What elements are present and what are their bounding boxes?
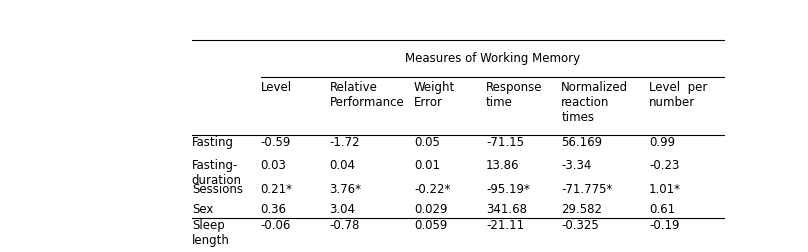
Text: 341.68: 341.68	[486, 203, 527, 216]
Text: Sex: Sex	[191, 203, 213, 216]
Text: 56.169: 56.169	[562, 136, 603, 149]
Text: -0.325: -0.325	[562, 219, 599, 232]
Text: -0.59: -0.59	[261, 136, 291, 149]
Text: 0.21*: 0.21*	[261, 182, 292, 196]
Text: 0.03: 0.03	[261, 159, 287, 172]
Text: -0.22*: -0.22*	[415, 182, 451, 196]
Text: Normalized
reaction
times: Normalized reaction times	[562, 81, 629, 124]
Text: -3.34: -3.34	[562, 159, 591, 172]
Text: Fasting-
duration: Fasting- duration	[191, 159, 242, 187]
Text: -71.775*: -71.775*	[562, 182, 612, 196]
Text: 29.582: 29.582	[562, 203, 602, 216]
Text: -0.19: -0.19	[649, 219, 680, 232]
Text: Sleep
length: Sleep length	[191, 219, 229, 247]
Text: 3.76*: 3.76*	[330, 182, 361, 196]
Text: -71.15: -71.15	[486, 136, 524, 149]
Text: 0.059: 0.059	[415, 219, 448, 232]
Text: Level: Level	[261, 81, 292, 94]
Text: 3.04: 3.04	[330, 203, 356, 216]
Text: -95.19*: -95.19*	[486, 182, 530, 196]
Text: Weight
Error: Weight Error	[415, 81, 456, 109]
Text: Level  per
number: Level per number	[649, 81, 707, 109]
Text: Sessions: Sessions	[191, 182, 242, 196]
Text: -0.78: -0.78	[330, 219, 360, 232]
Text: 13.86: 13.86	[486, 159, 520, 172]
Text: -0.06: -0.06	[261, 219, 291, 232]
Text: 0.04: 0.04	[330, 159, 356, 172]
Text: 0.61: 0.61	[649, 203, 675, 216]
Text: -21.11: -21.11	[486, 219, 524, 232]
Text: 0.029: 0.029	[415, 203, 448, 216]
Text: Response
time: Response time	[486, 81, 543, 109]
Text: 0.05: 0.05	[415, 136, 440, 149]
Text: 1.01*: 1.01*	[649, 182, 681, 196]
Text: -0.23: -0.23	[649, 159, 680, 172]
Text: 0.01: 0.01	[415, 159, 440, 172]
Text: Relative
Performance: Relative Performance	[330, 81, 404, 109]
Text: -1.72: -1.72	[330, 136, 360, 149]
Text: 0.99: 0.99	[649, 136, 675, 149]
Text: Measures of Working Memory: Measures of Working Memory	[405, 52, 580, 65]
Text: Fasting: Fasting	[191, 136, 234, 149]
Text: 0.36: 0.36	[261, 203, 287, 216]
